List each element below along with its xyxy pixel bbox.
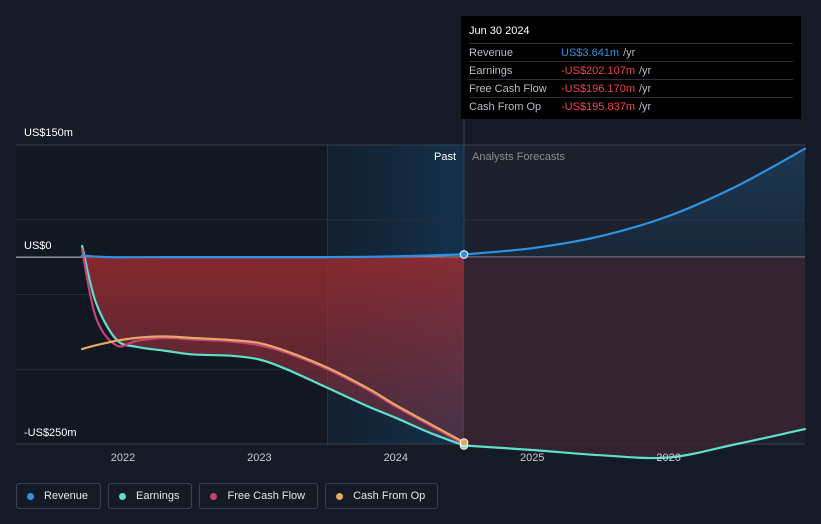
tooltip-label: Revenue <box>469 47 514 59</box>
y-label-bottom: -US$250m <box>24 427 77 439</box>
cash-from-op-line-past <box>81 335 466 444</box>
tooltip-row-revenue: Revenue US$3.641m /yr <box>469 45 793 62</box>
tooltip-value: -US$195.837m <box>561 101 635 113</box>
x-tick-label: 2024 <box>384 452 408 464</box>
free-cash-flow-line-past <box>81 248 466 446</box>
tooltip-unit: /yr <box>639 101 652 113</box>
cash-from-op-marker <box>459 438 469 447</box>
legend-dot-icon <box>210 492 218 500</box>
revenue-line-past <box>81 253 466 259</box>
legend-label: Free Cash Flow <box>227 490 306 502</box>
legend-label: Earnings <box>136 490 180 502</box>
tooltip-label: Cash From Op <box>469 101 542 113</box>
legend-label: Revenue <box>44 490 89 502</box>
tooltip-value: US$3.641m <box>561 47 620 59</box>
tooltip-unit: /yr <box>623 47 636 59</box>
tooltip: Jun 30 2024 Revenue US$3.641m /yr Earnin… <box>461 16 801 119</box>
tooltip-value: -US$196.170m <box>561 83 635 95</box>
earnings-area-forecast <box>464 257 805 459</box>
y-label-top: US$150m <box>24 127 73 139</box>
tooltip-date: Jun 30 2024 <box>469 25 793 44</box>
tooltip-row-cash-from-op: Cash From Op -US$195.837m /yr <box>469 99 793 115</box>
revenue-line-forecast <box>462 147 807 256</box>
x-tick-label: 2025 <box>520 452 544 464</box>
past-label: Past <box>434 151 456 163</box>
forecast-label: Analysts Forecasts <box>472 151 565 163</box>
legend-dot-icon <box>119 492 127 500</box>
tooltip-label: Free Cash Flow <box>469 83 547 95</box>
tooltip-label: Earnings <box>469 65 513 77</box>
x-tick-label: 2022 <box>111 452 135 464</box>
y-label-zero: US$0 <box>24 240 52 252</box>
legend: Revenue Earnings Free Cash Flow Cash Fro… <box>16 483 439 509</box>
tooltip-row-earnings: Earnings -US$202.107m /yr <box>469 63 793 80</box>
tooltip-unit: /yr <box>639 65 652 77</box>
legend-item-earnings[interactable]: Earnings <box>108 483 193 509</box>
tooltip-row-free-cash-flow: Free Cash Flow -US$196.170m /yr <box>469 81 793 98</box>
earnings-line-forecast <box>462 428 807 460</box>
x-tick-label: 2026 <box>656 452 680 464</box>
legend-dot-icon <box>336 492 344 500</box>
legend-label: Cash From Op <box>353 490 426 502</box>
x-tick-label: 2023 <box>247 452 271 464</box>
legend-item-revenue[interactable]: Revenue <box>16 483 102 509</box>
revenue-marker <box>459 250 469 259</box>
legend-item-free-cash-flow[interactable]: Free Cash Flow <box>199 483 319 509</box>
legend-dot-icon <box>27 492 34 500</box>
legend-item-cash-from-op[interactable]: Cash From Op <box>325 483 439 509</box>
revenue-area-forecast <box>464 148 805 258</box>
tooltip-value: -US$202.107m <box>561 65 635 77</box>
tooltip-unit: /yr <box>639 83 652 95</box>
